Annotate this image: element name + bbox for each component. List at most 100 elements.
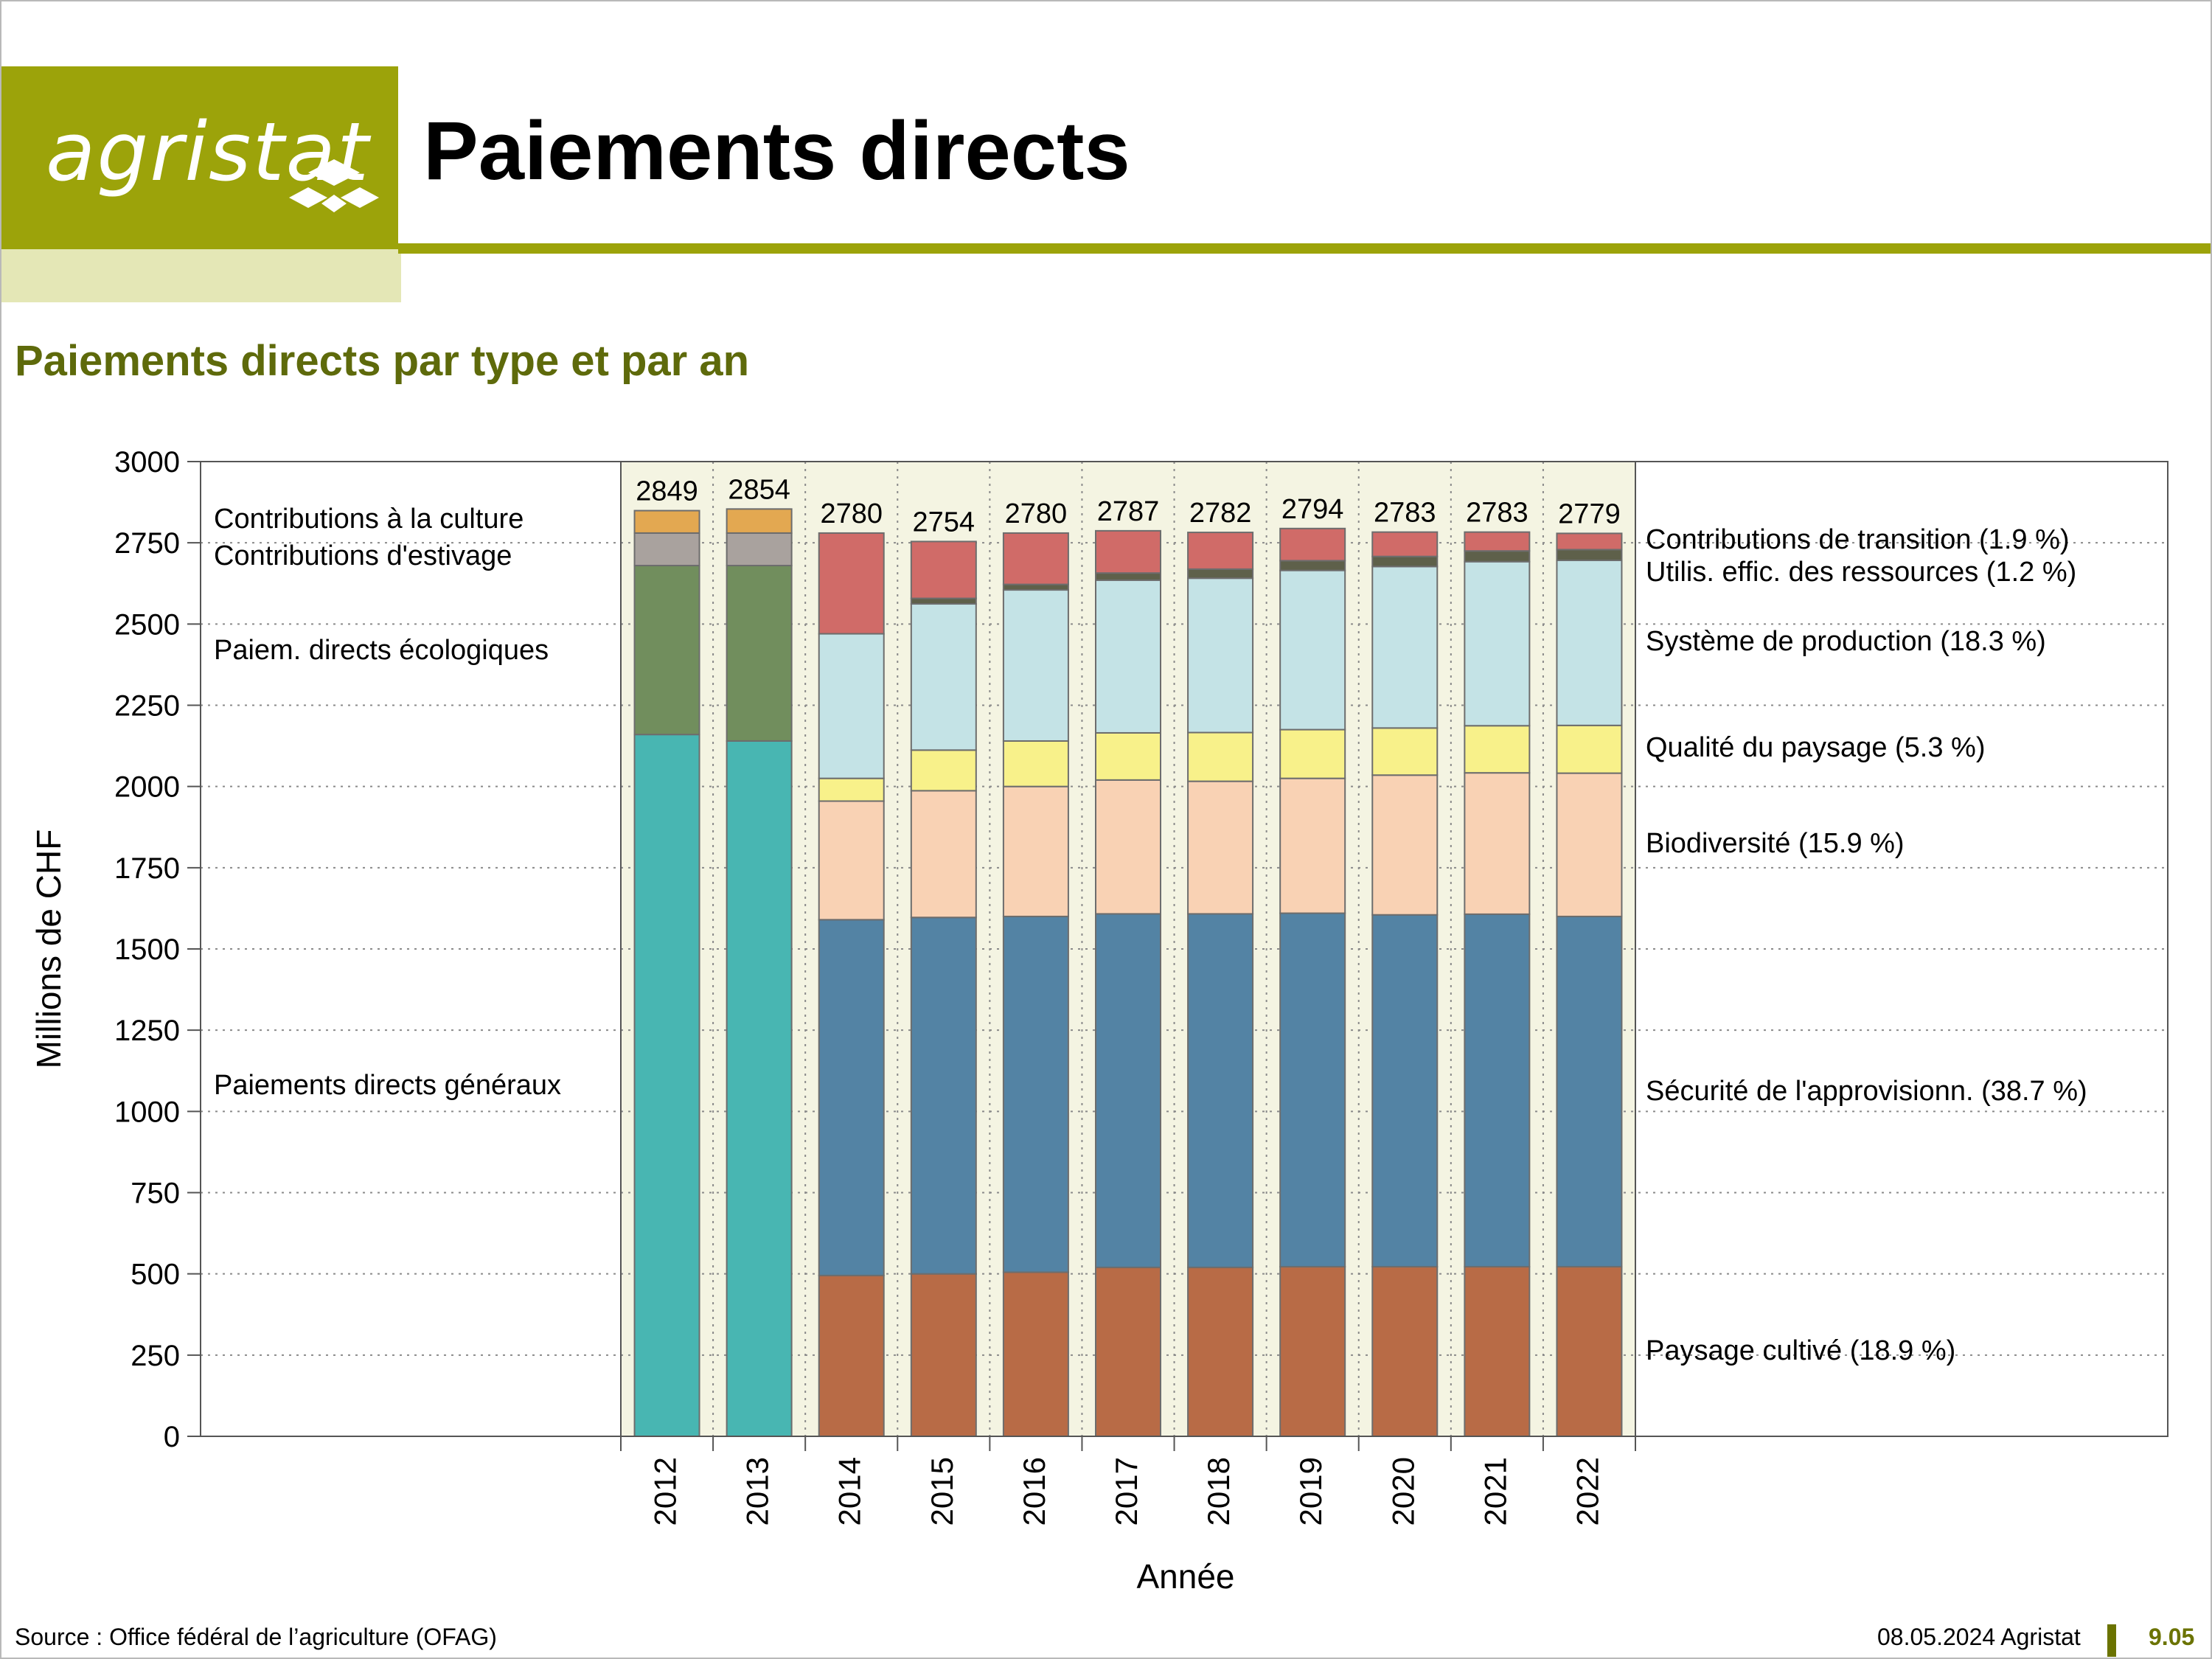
- x-tick-label: 2018: [1201, 1457, 1236, 1526]
- bar-segment: [1002, 589, 1069, 742]
- y-tick-label: 3000: [114, 446, 180, 479]
- y-tick-label: 750: [131, 1178, 180, 1210]
- bar-segment: [633, 532, 700, 567]
- bar-segment: [1371, 914, 1439, 1267]
- bar-segment: [818, 633, 885, 779]
- total-label: 2780: [1005, 498, 1068, 529]
- series-label: Biodiversité (15.9 %): [1646, 828, 1905, 859]
- footer-separator: [2107, 1624, 2116, 1657]
- bar-segment: [1002, 740, 1069, 787]
- x-axis-title: Année: [1136, 1557, 1234, 1596]
- bar-segment: [726, 740, 793, 1437]
- bar-segment: [818, 777, 885, 802]
- bar-segment: [910, 749, 977, 792]
- bar-segment: [1464, 550, 1531, 563]
- logo-diamonds-icon: [289, 159, 379, 212]
- footer-date: 08.05.2024 Agristat: [1877, 1624, 2081, 1650]
- bar-segment: [1095, 731, 1161, 781]
- bar-segment: [910, 1273, 977, 1437]
- bar-segment: [1556, 724, 1623, 774]
- bar-segment: [1371, 1265, 1439, 1438]
- y-tick-label: 500: [131, 1259, 180, 1291]
- bar-segment: [1095, 779, 1161, 915]
- bar-segment: [818, 1274, 885, 1437]
- x-tick-label: 2019: [1293, 1457, 1328, 1526]
- bar-segment: [1002, 785, 1069, 917]
- bar-segment: [1095, 572, 1161, 581]
- y-tick-label: 1750: [114, 852, 180, 885]
- series-label: Paiements directs généraux: [214, 1070, 561, 1101]
- total-label: 2854: [728, 474, 790, 505]
- bar-segment: [1371, 727, 1439, 776]
- bar-segment: [1095, 913, 1161, 1268]
- bar-segment: [1371, 531, 1439, 557]
- x-tick-label: 2016: [1017, 1457, 1051, 1526]
- bar-segment: [633, 565, 700, 736]
- x-tick-label: 2014: [832, 1457, 867, 1526]
- y-axis-title: Millions de CHF: [29, 830, 68, 1069]
- bar-segment: [1556, 1265, 1623, 1438]
- total-label: 2779: [1558, 498, 1621, 529]
- bar-segment: [818, 800, 885, 921]
- total-label: 2754: [913, 507, 975, 538]
- bar-segment: [1002, 915, 1069, 1273]
- bar-segment: [726, 508, 793, 534]
- bar-segment: [1279, 527, 1346, 562]
- series-label: Utilis. effic. des ressources (1.2 %): [1646, 557, 2076, 588]
- total-label: 2794: [1281, 494, 1344, 525]
- total-label: 2782: [1189, 498, 1252, 529]
- y-tick-label: 1250: [114, 1015, 180, 1047]
- bar-segment: [1556, 772, 1623, 917]
- bar-segment: [1556, 549, 1623, 561]
- bar-segment: [1464, 560, 1531, 727]
- y-tick-label: 2250: [114, 690, 180, 723]
- logo-text: agristat: [46, 105, 370, 199]
- bar-segment: [1371, 555, 1439, 568]
- bar-segment: [1187, 532, 1254, 570]
- total-label: 2783: [1374, 498, 1436, 529]
- x-tick-label: 2012: [648, 1457, 683, 1526]
- chart-subtitle: Paiements directs par type et par an: [15, 337, 750, 385]
- series-label: Sécurité de l'approvisionn. (38.7 %): [1646, 1076, 2087, 1107]
- x-tick-label: 2021: [1478, 1457, 1512, 1526]
- bar-segment: [1095, 1266, 1161, 1438]
- bar-segment: [1371, 774, 1439, 916]
- bar-segment: [1371, 566, 1439, 729]
- bar-segment: [1002, 1271, 1069, 1438]
- bar-segment: [1556, 915, 1623, 1267]
- bar-segment: [1187, 1266, 1254, 1438]
- bar-segment: [1464, 531, 1531, 552]
- bar-segment: [726, 565, 793, 742]
- total-label: 2780: [820, 498, 883, 529]
- bar-segment: [633, 734, 700, 1438]
- series-label: Système de production (18.3 %): [1646, 626, 2046, 657]
- bar-segment: [1279, 569, 1346, 731]
- bar-segment: [726, 532, 793, 567]
- series-label: Qualité du paysage (5.3 %): [1646, 732, 1986, 763]
- series-label: Contributions d'estivage: [214, 540, 512, 571]
- bar-segment: [1556, 532, 1623, 551]
- bar-segment: [1464, 725, 1531, 774]
- bar-segment: [1556, 559, 1623, 726]
- bar-segment: [910, 540, 977, 599]
- bar-segment: [1187, 780, 1254, 915]
- bar-segment: [1002, 532, 1069, 585]
- series-label: Contributions de transition (1.9 %): [1646, 524, 2070, 555]
- bar-segment: [633, 509, 700, 534]
- y-tick-label: 250: [131, 1340, 180, 1372]
- total-label: 2783: [1466, 498, 1528, 529]
- bar-segment: [1279, 1265, 1346, 1438]
- bar-segment: [818, 532, 885, 635]
- agristat-logo: [1, 66, 398, 249]
- series-label: Paysage cultivé (18.9 %): [1646, 1335, 1955, 1366]
- bar-segment: [1279, 777, 1346, 914]
- footer-source: Source : Office fédéral de l’agriculture…: [15, 1624, 497, 1650]
- bar-segment: [1464, 913, 1531, 1267]
- header-rule: [398, 243, 2211, 254]
- bar-segment: [1187, 568, 1254, 580]
- x-tick-label: 2017: [1109, 1457, 1144, 1526]
- bar-segment: [1095, 579, 1161, 734]
- total-label: 2787: [1097, 496, 1160, 527]
- logo-underband: [1, 249, 401, 302]
